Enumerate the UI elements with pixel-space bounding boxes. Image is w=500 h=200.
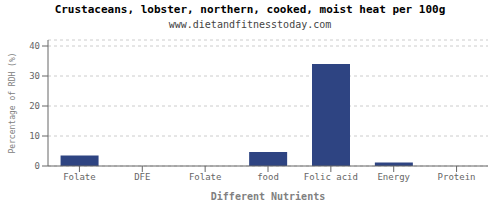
svg-text:Protein: Protein xyxy=(438,172,476,182)
svg-text:Different Nutrients: Different Nutrients xyxy=(211,191,325,200)
svg-text:Folate: Folate xyxy=(63,172,96,182)
svg-text:30: 30 xyxy=(29,71,40,81)
svg-text:Folate: Folate xyxy=(189,172,222,182)
svg-text:10: 10 xyxy=(29,131,40,141)
svg-text:DFE: DFE xyxy=(134,172,150,182)
svg-text:20: 20 xyxy=(29,101,40,111)
html-text:www.dietandfitnesstoday.com: www.dietandfitnesstoday.com xyxy=(168,19,332,30)
svg-text:Energy: Energy xyxy=(377,172,410,182)
svg-text:food: food xyxy=(257,172,279,182)
svg-text:0: 0 xyxy=(35,161,40,171)
html-text:Crustaceans, lobster, northern: Crustaceans, lobster, northern, cooked, … xyxy=(54,3,446,16)
svg-text:40: 40 xyxy=(29,41,40,51)
svg-text:Folic acid: Folic acid xyxy=(304,172,358,182)
svg-text:Percentage of RDH (%): Percentage of RDH (%) xyxy=(8,52,17,153)
